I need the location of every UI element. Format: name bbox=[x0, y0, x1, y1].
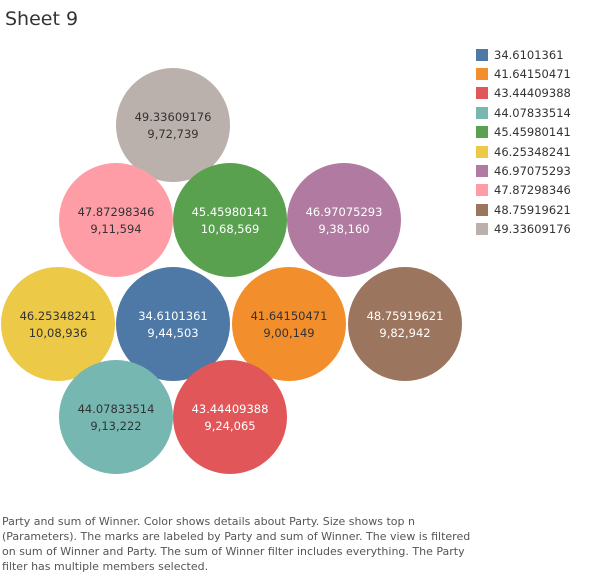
legend-swatch bbox=[476, 87, 488, 100]
legend-item[interactable]: 43.44409388 bbox=[476, 84, 571, 103]
bubble-party-label: 41.64150471 bbox=[251, 309, 328, 323]
bubble-party-label: 46.97075293 bbox=[306, 205, 383, 219]
bubble-circle[interactable] bbox=[173, 163, 287, 277]
bubble[interactable]: 44.07833514 9,13,222 bbox=[59, 360, 173, 474]
legend-swatch bbox=[476, 223, 488, 236]
legend-label: 45.45980141 bbox=[494, 125, 571, 140]
legend-item[interactable]: 48.75919621 bbox=[476, 200, 571, 219]
bubble-winner-label: 10,08,936 bbox=[29, 326, 88, 340]
bubble-party-label: 34.6101361 bbox=[138, 309, 208, 323]
bubble-circle[interactable] bbox=[287, 163, 401, 277]
chart-caption: Party and sum of Winner. Color shows det… bbox=[2, 515, 471, 573]
sheet-title: Sheet 9 bbox=[5, 8, 79, 30]
legend-item[interactable]: 46.25348241 bbox=[476, 142, 571, 161]
bubble[interactable]: 43.44409388 9,24,065 bbox=[173, 360, 287, 474]
legend-swatch bbox=[476, 165, 488, 178]
bubble[interactable]: 46.25348241 10,08,936 bbox=[1, 267, 115, 381]
bubble-party-label: 43.44409388 bbox=[192, 402, 269, 416]
bubble[interactable]: 34.6101361 9,44,503 bbox=[116, 267, 230, 381]
legend-label: 46.25348241 bbox=[494, 144, 571, 159]
bubble-winner-label: 9,38,160 bbox=[318, 222, 369, 236]
bubble-party-label: 48.75919621 bbox=[367, 309, 444, 323]
legend-label: 34.6101361 bbox=[494, 47, 564, 62]
bubble[interactable]: 48.75919621 9,82,942 bbox=[348, 267, 462, 381]
bubble-circle[interactable] bbox=[173, 360, 287, 474]
legend-swatch bbox=[476, 145, 488, 158]
color-legend: 34.6101361 41.64150471 43.44409388 44.07833… bbox=[476, 45, 571, 239]
bubble-winner-label: 10,68,569 bbox=[201, 222, 260, 236]
legend-label: 47.87298346 bbox=[494, 183, 571, 198]
legend-swatch bbox=[476, 184, 488, 197]
legend-item[interactable]: 44.07833514 bbox=[476, 103, 571, 122]
legend-label: 46.97075293 bbox=[494, 164, 571, 179]
bubble-circle[interactable] bbox=[1, 267, 115, 381]
legend-swatch bbox=[476, 48, 488, 61]
bubble[interactable]: 45.45980141 10,68,569 bbox=[173, 163, 287, 277]
packed-bubble-chart: 49.33609176 9,72,739 47.87298346 9,11,594 45… bbox=[1, 68, 462, 474]
bubble-winner-label: 9,24,065 bbox=[204, 419, 255, 433]
legend-label: 49.33609176 bbox=[494, 222, 571, 237]
legend-label: 43.44409388 bbox=[494, 86, 571, 101]
bubble-circle[interactable] bbox=[232, 267, 346, 381]
legend-swatch bbox=[476, 203, 488, 216]
bubble-winner-label: 9,72,739 bbox=[147, 127, 198, 141]
legend-item[interactable]: 45.45980141 bbox=[476, 123, 571, 142]
legend-swatch bbox=[476, 126, 488, 139]
bubble[interactable]: 49.33609176 9,72,739 bbox=[116, 68, 230, 182]
legend-label: 41.64150471 bbox=[494, 67, 571, 82]
bubble-winner-label: 9,13,222 bbox=[90, 419, 141, 433]
legend-item[interactable]: 41.64150471 bbox=[476, 64, 571, 83]
bubble-circle[interactable] bbox=[59, 163, 173, 277]
bubble-circle[interactable] bbox=[59, 360, 173, 474]
bubble-circle[interactable] bbox=[116, 68, 230, 182]
bubble-party-label: 45.45980141 bbox=[192, 205, 269, 219]
bubble-circle[interactable] bbox=[348, 267, 462, 381]
legend-swatch bbox=[476, 68, 488, 81]
bubble-party-label: 47.87298346 bbox=[78, 205, 155, 219]
legend-swatch bbox=[476, 106, 488, 119]
legend-item[interactable]: 47.87298346 bbox=[476, 181, 571, 200]
bubble-winner-label: 9,82,942 bbox=[379, 326, 430, 340]
legend-item[interactable]: 46.97075293 bbox=[476, 161, 571, 180]
legend-item[interactable]: 49.33609176 bbox=[476, 220, 571, 239]
bubble-party-label: 46.25348241 bbox=[20, 309, 97, 323]
legend-label: 44.07833514 bbox=[494, 105, 571, 120]
bubble-party-label: 49.33609176 bbox=[135, 110, 212, 124]
bubble-winner-label: 9,11,594 bbox=[90, 222, 141, 236]
legend-item[interactable]: 34.6101361 bbox=[476, 45, 571, 64]
bubble[interactable]: 47.87298346 9,11,594 bbox=[59, 163, 173, 277]
legend-label: 48.75919621 bbox=[494, 202, 571, 217]
bubble-circle[interactable] bbox=[116, 267, 230, 381]
bubble[interactable]: 41.64150471 9,00,149 bbox=[232, 267, 346, 381]
bubble[interactable]: 46.97075293 9,38,160 bbox=[287, 163, 401, 277]
bubble-party-label: 44.07833514 bbox=[78, 402, 155, 416]
bubble-winner-label: 9,44,503 bbox=[147, 326, 198, 340]
bubble-winner-label: 9,00,149 bbox=[263, 326, 314, 340]
